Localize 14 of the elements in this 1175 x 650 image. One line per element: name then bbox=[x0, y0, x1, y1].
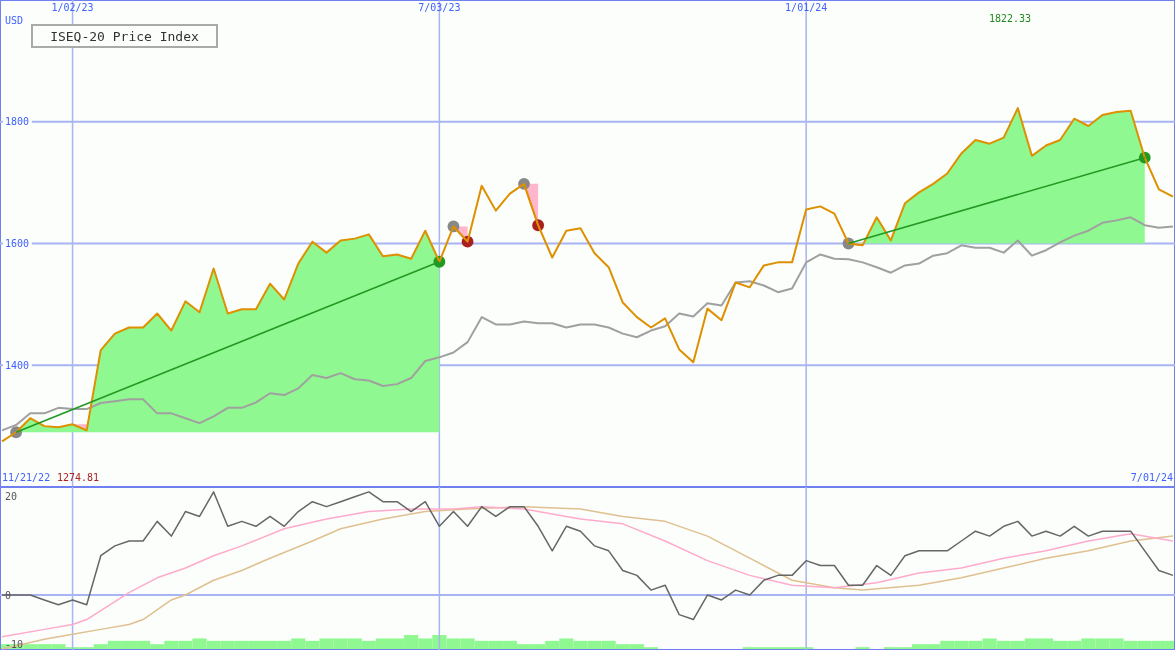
y-tick-label: -10 bbox=[5, 638, 24, 650]
y-tick-label: 1600 bbox=[5, 238, 30, 249]
x-tick-label: 1/01/24 bbox=[785, 2, 828, 13]
annotation: 7/01/24 bbox=[1130, 472, 1173, 483]
text: ISEQ-20 Price Index bbox=[50, 29, 200, 44]
x-tick-label: 7/03/23 bbox=[418, 2, 461, 13]
y-axis-title: USD bbox=[5, 15, 24, 26]
x-tick-label: 1/02/23 bbox=[51, 2, 94, 13]
y-tick-label: 20 bbox=[5, 491, 18, 503]
annotation: 11/21/22 bbox=[2, 472, 51, 483]
annotation: 1274.81 bbox=[57, 472, 100, 483]
y-tick-label: 1800 bbox=[5, 116, 30, 128]
y-tick-label: 1400 bbox=[5, 359, 30, 371]
annotation: 1822.33 bbox=[988, 13, 1032, 24]
